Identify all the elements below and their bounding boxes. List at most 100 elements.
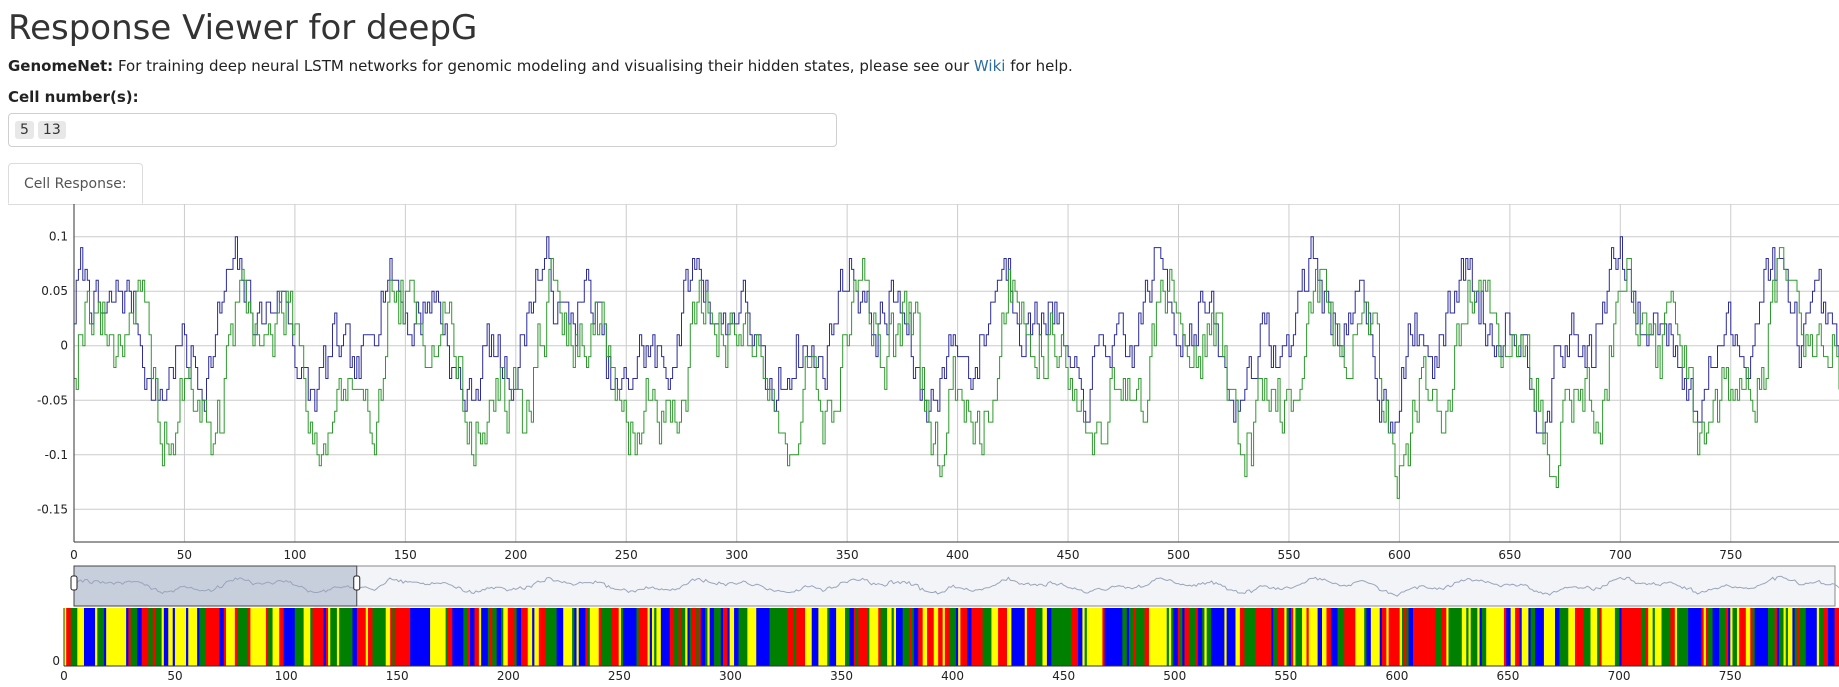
nucleotide-bar [1353, 608, 1356, 666]
nucleotide-bar [1275, 608, 1279, 666]
nucleotide-bar [1381, 608, 1385, 666]
nucleotide-bar [496, 608, 500, 666]
nucleotide-bar [1503, 608, 1507, 666]
nucleotide-bar [101, 608, 105, 666]
nucleotide-bar [1579, 608, 1583, 666]
range-handle-left[interactable] [70, 575, 78, 591]
nucleotide-bar [649, 608, 653, 666]
nucleotide-bar [456, 608, 460, 666]
nucleotide-bar [1286, 608, 1290, 666]
nucleotide-bar [1200, 608, 1203, 666]
nucleotide-bar [949, 608, 952, 666]
nucleotide-bar [365, 608, 369, 666]
nucleotide-bar [416, 608, 420, 666]
nucleotide-bar [83, 608, 87, 666]
nucleotide-bar [1137, 608, 1141, 666]
nucleotide-bar [1233, 608, 1236, 666]
nucleotide-bar [1268, 608, 1272, 666]
nucleotide-bar [1754, 608, 1758, 666]
nucleotide-bar [1592, 608, 1596, 666]
x-tick-label: 200 [504, 548, 527, 562]
nucleotide-bar [587, 608, 591, 666]
nucleotide-bar [239, 608, 242, 666]
nucleotide-bar [1253, 608, 1256, 666]
nucleotide-bar [1013, 608, 1017, 666]
sequence-x-tick-label: 200 [497, 669, 520, 683]
nucleotide-bar [600, 608, 604, 666]
x-tick-label: 150 [394, 548, 417, 562]
nucleotide-bar [1424, 608, 1427, 666]
nucleotide-bar [1543, 608, 1547, 666]
nucleotide-bar [1226, 608, 1230, 666]
nucleotide-bar [802, 608, 806, 666]
nucleotide-bar [1404, 608, 1407, 666]
nucleotide-bar [1679, 608, 1682, 666]
nucleotide-bar [361, 608, 364, 666]
range-selector[interactable] [70, 565, 1839, 607]
nucleotide-bar [234, 608, 238, 666]
nucleotide-bar [1177, 608, 1181, 666]
nucleotide-bar [1641, 608, 1645, 666]
nucleotide-bar [1235, 608, 1239, 666]
nucleotide-bar [1255, 608, 1259, 666]
nucleotide-bar [1634, 608, 1638, 666]
nucleotide-bar [669, 608, 673, 666]
nucleotide-bar [842, 608, 846, 666]
nucleotide-bar [1237, 608, 1241, 666]
nucleotide-bar [1242, 608, 1245, 666]
nucleotide-bar [911, 608, 915, 666]
cell-number-input[interactable]: 5 13 [8, 113, 837, 147]
nucleotide-bar [636, 608, 640, 666]
nucleotide-bar [574, 608, 577, 666]
nucleotide-bar [1293, 608, 1296, 666]
nucleotide-bar [1093, 608, 1097, 666]
cell-tag-13[interactable]: 13 [37, 121, 66, 139]
nucleotide-bar [1077, 608, 1081, 666]
nucleotide-bar [1705, 608, 1709, 666]
nucleotide-bar [312, 608, 316, 666]
nucleotide-bar [1162, 608, 1165, 666]
nucleotide-bar [847, 608, 850, 666]
nucleotide-bar [168, 608, 171, 666]
nucleotide-bar [1015, 608, 1019, 666]
nucleotide-bar [1082, 608, 1086, 666]
nucleotide-bar [441, 608, 444, 666]
nucleotide-bar [1290, 608, 1294, 666]
sequence-x-tick-label: 450 [1052, 669, 1075, 683]
nucleotide-bar [955, 608, 959, 666]
nucleotide-bar [421, 608, 424, 666]
nucleotide-bar [1120, 608, 1123, 666]
sequence-x-tick-label: 550 [1274, 669, 1297, 683]
nucleotide-bar [1157, 608, 1161, 666]
nucleotide-bar [845, 608, 848, 666]
nucleotide-bar [1668, 608, 1671, 666]
nucleotide-bar [703, 608, 706, 666]
nucleotide-bar [1495, 608, 1498, 666]
nucleotide-bar [179, 608, 182, 666]
nucleotide-bar [1537, 608, 1540, 666]
chart-grid [73, 204, 1839, 542]
wiki-link[interactable]: Wiki [973, 57, 1006, 75]
nucleotide-bar [1366, 608, 1370, 666]
nucleotide-bar [412, 608, 415, 666]
nucleotide-bar [143, 608, 147, 666]
nucleotide-bar [305, 608, 309, 666]
nucleotide-bar [1257, 608, 1261, 666]
nucleotide-bar [463, 608, 466, 666]
nucleotide-bar [334, 608, 338, 666]
cell-tag-5[interactable]: 5 [15, 121, 34, 139]
x-tick-label: 0 [70, 548, 78, 562]
x-tick-label: 700 [1609, 548, 1632, 562]
nucleotide-bar [1792, 608, 1796, 666]
nucleotide-bar [1663, 608, 1667, 666]
nucleotide-bar [97, 608, 100, 666]
range-handle-right[interactable] [353, 575, 361, 591]
nucleotide-bar [1566, 608, 1569, 666]
nucleotide-bar [1069, 608, 1072, 666]
nucleotide-bar [1399, 608, 1403, 666]
tab-cell-response[interactable]: Cell Response: [8, 163, 143, 204]
x-tick-label: 300 [725, 548, 748, 562]
nucleotide-bar [1550, 608, 1554, 666]
nucleotide-bar [765, 608, 768, 666]
nucleotide-bar [370, 608, 373, 666]
